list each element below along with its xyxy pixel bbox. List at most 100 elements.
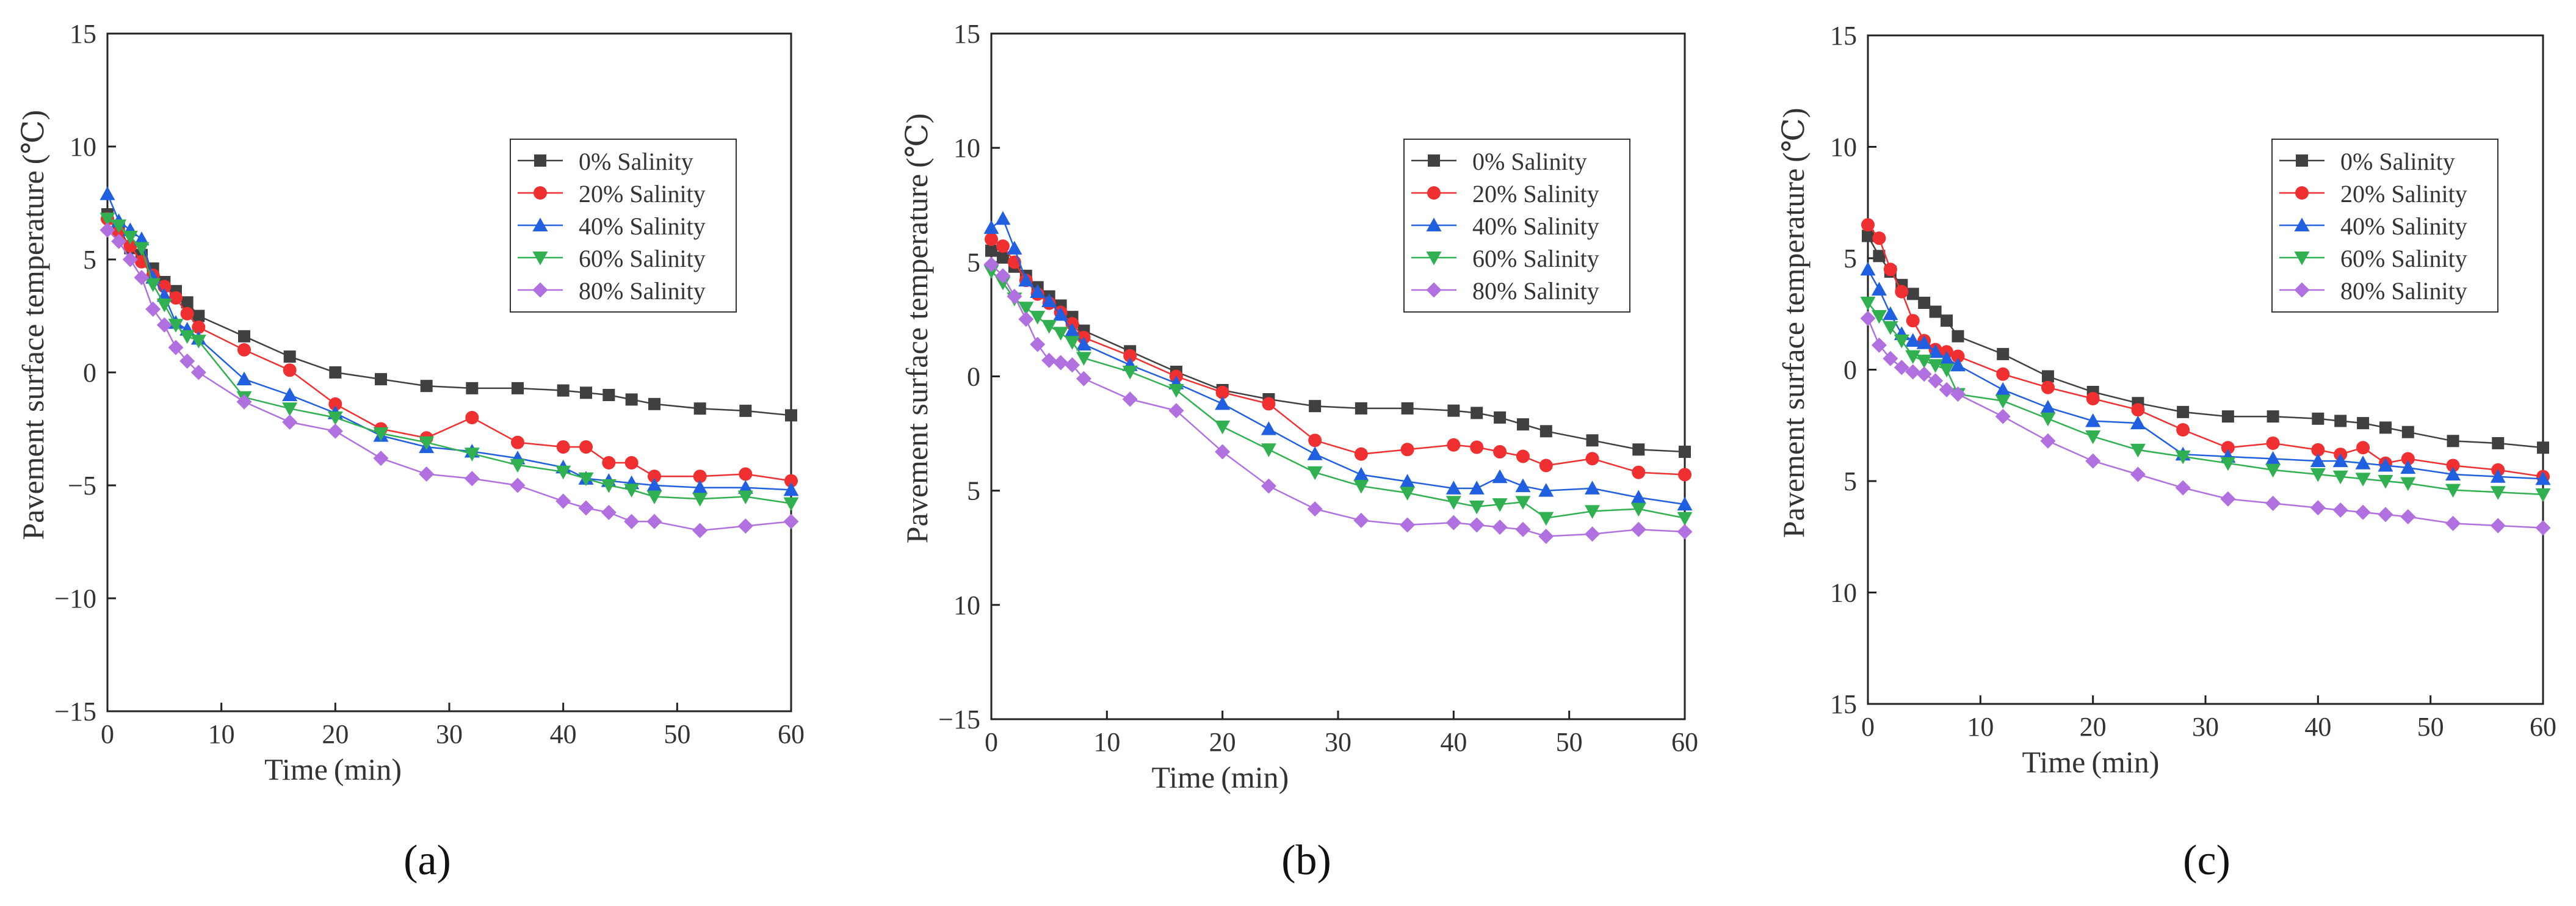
- data-point: [983, 220, 999, 234]
- data-point: [1076, 352, 1091, 366]
- x-tick-label: 10: [1093, 727, 1120, 757]
- data-point: [996, 251, 1009, 264]
- data-point: [1307, 501, 1323, 517]
- data-point: [145, 278, 161, 292]
- data-point: [1215, 444, 1231, 460]
- data-point: [1860, 311, 1876, 327]
- data-point: [1447, 438, 1461, 452]
- data-point: [2355, 504, 2371, 520]
- data-point: [328, 397, 342, 411]
- data-point: [1677, 512, 1693, 526]
- data-point: [156, 317, 172, 333]
- data-point: [2221, 441, 2235, 455]
- data-point: [236, 394, 252, 410]
- data-point: [2041, 380, 2055, 394]
- data-point: [1586, 434, 1599, 447]
- data-point: [190, 364, 206, 380]
- data-point: [1538, 483, 1554, 497]
- data-point: [238, 330, 250, 342]
- data-point: [1871, 310, 1887, 324]
- data-point: [122, 252, 138, 267]
- y-tick-label: 0: [967, 362, 980, 392]
- data-point: [283, 350, 296, 363]
- data-point: [123, 239, 137, 253]
- data-point: [1053, 327, 1069, 341]
- data-point: [1400, 443, 1414, 457]
- data-point: [737, 490, 753, 504]
- data-point: [557, 384, 570, 397]
- data-point: [1215, 396, 1231, 410]
- x-axis-label: Time (min): [1151, 760, 1289, 794]
- data-point: [1516, 449, 1530, 463]
- data-point: [1122, 366, 1138, 380]
- y-tick-label: 0: [1843, 355, 1857, 385]
- data-point: [1632, 443, 1645, 456]
- legend-label: 60% Salinity: [2340, 245, 2467, 272]
- y-tick-label: 5: [967, 247, 980, 277]
- data-point: [1939, 350, 1955, 365]
- data-point: [282, 387, 298, 401]
- data-point: [1630, 502, 1646, 517]
- data-point: [1018, 302, 1034, 316]
- data-point: [995, 211, 1011, 225]
- x-tick-label: 20: [1209, 727, 1236, 757]
- data-point: [646, 513, 662, 529]
- data-point: [1053, 355, 1069, 371]
- data-point: [1400, 474, 1416, 488]
- x-tick-label: 20: [322, 719, 349, 749]
- data-point: [1929, 305, 1942, 318]
- data-point: [156, 299, 172, 313]
- data-point: [111, 233, 127, 249]
- data-point: [784, 474, 798, 488]
- data-point: [2085, 453, 2101, 469]
- data-point: [2265, 463, 2281, 478]
- data-point: [122, 231, 138, 245]
- data-point: [783, 497, 799, 512]
- legend-marker: [534, 154, 546, 167]
- data-point: [739, 467, 753, 481]
- data-point: [2131, 403, 2145, 417]
- data-point: [282, 402, 298, 416]
- data-point: [646, 490, 662, 504]
- legend-label: 0% Salinity: [579, 148, 693, 175]
- data-point: [1065, 323, 1080, 337]
- data-point: [2490, 486, 2506, 500]
- data-point: [693, 469, 707, 484]
- y-tick-label: −15: [54, 697, 96, 727]
- series-60pct-salinity: [983, 265, 1693, 526]
- data-point: [555, 465, 571, 480]
- data-point: [737, 518, 753, 534]
- data-point: [466, 382, 479, 394]
- y-axis-label: Pavement surface temperature (℃): [1776, 108, 1811, 538]
- x-tick-label: 30: [436, 719, 463, 749]
- data-point: [1585, 480, 1601, 495]
- x-tick-label: 60: [778, 719, 805, 749]
- x-tick-label: 40: [2304, 712, 2331, 742]
- panel-caption: (b): [1281, 837, 1331, 884]
- data-point: [1928, 373, 1944, 389]
- x-tick-label: 30: [2192, 712, 2219, 742]
- data-point: [1941, 314, 1953, 327]
- y-axis-label: Pavement surface temperature (℃): [16, 110, 50, 540]
- data-point: [168, 339, 184, 355]
- data-point: [1538, 512, 1554, 526]
- legend-label: 60% Salinity: [1472, 245, 1599, 272]
- legend-marker: [532, 282, 548, 298]
- data-point: [1928, 359, 1944, 373]
- data-point: [1262, 397, 1276, 411]
- data-point: [692, 493, 708, 507]
- data-point: [555, 493, 571, 509]
- data-point: [2266, 436, 2280, 450]
- legend-marker: [2294, 252, 2310, 266]
- data-point: [1041, 293, 1057, 307]
- data-point: [783, 513, 799, 529]
- data-point: [1469, 517, 1485, 533]
- data-point: [2085, 430, 2101, 444]
- data-point: [99, 222, 115, 238]
- data-point: [2130, 466, 2146, 482]
- data-point: [420, 380, 433, 393]
- data-point: [179, 330, 195, 344]
- data-point: [1918, 297, 1931, 309]
- data-point: [1515, 478, 1531, 493]
- data-point: [1065, 357, 1080, 373]
